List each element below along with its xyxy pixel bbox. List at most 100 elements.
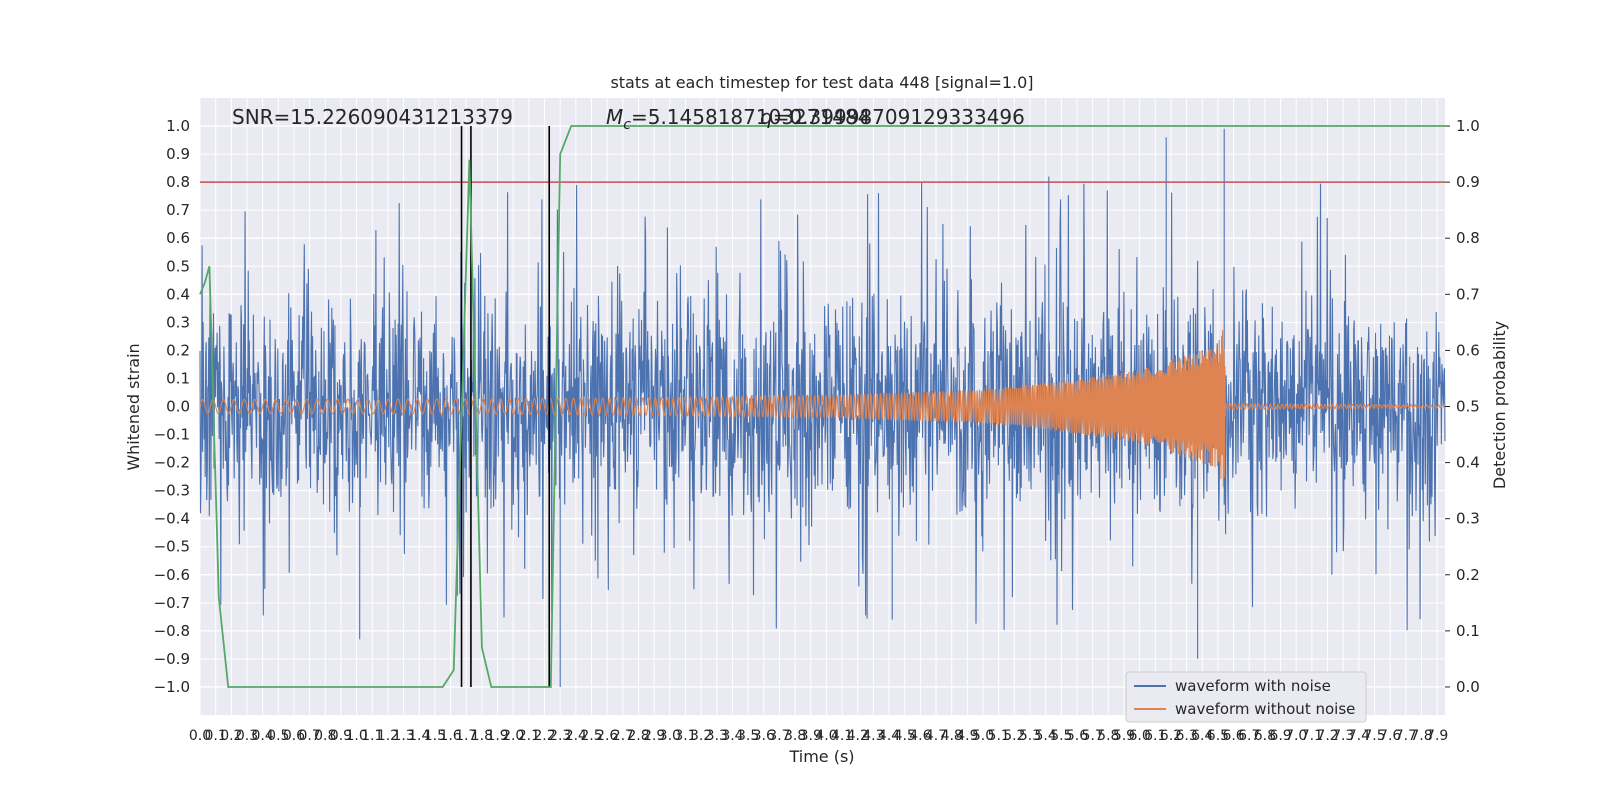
x-tick-label: 1.5 bbox=[424, 728, 446, 744]
x-tick-label: 3.4 bbox=[721, 728, 743, 744]
x-tick-label: 2.2 bbox=[533, 728, 555, 744]
x-tick-label: 3.2 bbox=[690, 728, 712, 744]
x-tick-label: 1.9 bbox=[486, 728, 508, 744]
left-y-ticks: 1.0 0.9 0.8 0.7 0.6 0.5 0.4 0.3 0.2 0.1 0.0 −0.1 −0.… bbox=[154, 117, 190, 696]
snr-annotation: SNR=15.226090431213379 bbox=[232, 105, 513, 129]
x-tick-label: 3.8 bbox=[784, 728, 806, 744]
x-tick-label: 0.2 bbox=[220, 728, 242, 744]
detection-probability-line bbox=[199, 125, 1445, 688]
mc-subscript: c bbox=[623, 117, 631, 133]
legend-box bbox=[1125, 671, 1367, 723]
x-tick-label: 0.1 bbox=[205, 728, 227, 744]
x-tick-label: 0.4 bbox=[252, 728, 274, 744]
q-value: =0.39998709129333496 bbox=[773, 105, 1025, 129]
y-tick-label: 0.8 bbox=[166, 173, 190, 191]
waveform-without-noise-series bbox=[199, 330, 1446, 488]
x-axis-label: Time (s) bbox=[788, 747, 854, 766]
y-tick-label: 0.6 bbox=[166, 229, 190, 247]
x-tick-label: 5.7 bbox=[1082, 728, 1104, 744]
y-tick-label: −1.0 bbox=[154, 678, 190, 696]
x-tick-label: 3.1 bbox=[674, 728, 696, 744]
y2-tick-label: 1.0 bbox=[1456, 117, 1480, 135]
x-tick-label: 6.0 bbox=[1128, 728, 1150, 744]
y-tick-label: −0.6 bbox=[154, 566, 190, 584]
x-tick-label: 2.8 bbox=[627, 728, 649, 744]
mc-value: =5.1458187103271484 bbox=[631, 105, 870, 129]
y-tick-label: −0.8 bbox=[154, 622, 190, 640]
x-tick-label: 1.3 bbox=[392, 728, 414, 744]
x-tick-label: 7.9 bbox=[1426, 728, 1448, 744]
x-tick-label: 4.2 bbox=[847, 728, 869, 744]
y-axis-label: Whitened strain bbox=[124, 343, 143, 470]
x-tick-label: 3.0 bbox=[659, 728, 681, 744]
x-tick-label: 5.0 bbox=[972, 728, 994, 744]
x-tick-label: 6.9 bbox=[1269, 728, 1291, 744]
y2-tick-label: 0.8 bbox=[1456, 229, 1480, 247]
x-tick-label: 2.1 bbox=[518, 728, 540, 744]
mc-symbol: M bbox=[606, 105, 623, 129]
x-tick-label: 4.7 bbox=[925, 728, 947, 744]
x-tick-label: 3.5 bbox=[737, 728, 759, 744]
chart-title: stats at each timestep for test data 448… bbox=[610, 73, 1033, 92]
y-tick-label: −0.4 bbox=[154, 510, 190, 528]
x-tick-label: 5.8 bbox=[1097, 728, 1119, 744]
x-tick-label: 5.6 bbox=[1066, 728, 1088, 744]
y2-tick-label: 0.5 bbox=[1456, 398, 1480, 416]
x-tick-label: 7.8 bbox=[1410, 728, 1432, 744]
y2-tick-label: 0.0 bbox=[1456, 678, 1480, 696]
x-tick-label: 0.8 bbox=[314, 728, 336, 744]
y-tick-label: 0.9 bbox=[166, 145, 190, 163]
x-tick-label: 4.0 bbox=[815, 728, 837, 744]
x-tick-label: 2.5 bbox=[580, 728, 602, 744]
x-tick-label: 2.7 bbox=[612, 728, 634, 744]
x-tick-label: 7.5 bbox=[1363, 728, 1385, 744]
x-tick-label: 2.3 bbox=[549, 728, 571, 744]
x-tick-label: 7.6 bbox=[1379, 728, 1401, 744]
x-tick-label: 0.3 bbox=[236, 728, 258, 744]
mc-annotation: Mc=5.1458187103271484 bbox=[606, 105, 870, 133]
y-tick-label: −0.9 bbox=[154, 650, 190, 668]
x-tick-label: 4.8 bbox=[941, 728, 963, 744]
y-tick-label: 0.3 bbox=[166, 313, 190, 331]
legend-label-clean: waveform without noise bbox=[1175, 700, 1355, 718]
x-tick-label: 7.7 bbox=[1395, 728, 1417, 744]
legend: waveform with noise waveform without noi… bbox=[1125, 671, 1367, 723]
x-tick-label: 2.9 bbox=[643, 728, 665, 744]
x-tick-label: 7.3 bbox=[1332, 728, 1354, 744]
x-tick-label: 4.1 bbox=[831, 728, 853, 744]
x-tick-label: 3.6 bbox=[753, 728, 775, 744]
x-tick-label: 6.7 bbox=[1238, 728, 1260, 744]
y-tick-label: 0.0 bbox=[166, 398, 190, 416]
x-tick-label: 5.2 bbox=[1003, 728, 1025, 744]
y-tick-label: −0.3 bbox=[154, 482, 190, 500]
y-tick-label: 0.4 bbox=[166, 285, 190, 303]
x-tick-label: 4.6 bbox=[909, 728, 931, 744]
x-tick-label: 6.1 bbox=[1144, 728, 1166, 744]
y2-tick-label: 0.4 bbox=[1456, 454, 1480, 472]
x-tick-label: 6.3 bbox=[1175, 728, 1197, 744]
x-tick-label: 5.1 bbox=[988, 728, 1010, 744]
x-tick-label: 3.3 bbox=[706, 728, 728, 744]
x-tick-label: 1.2 bbox=[377, 728, 399, 744]
x-tick-label: 5.5 bbox=[1050, 728, 1072, 744]
y-tick-label: −0.2 bbox=[154, 454, 190, 472]
x-tick-label: 2.6 bbox=[596, 728, 618, 744]
x-tick-label: 7.0 bbox=[1285, 728, 1307, 744]
y-tick-label: −0.5 bbox=[154, 538, 190, 556]
waveform-without-noise-line bbox=[199, 330, 1446, 488]
x-tick-label: 6.5 bbox=[1207, 728, 1229, 744]
x-tick-label: 4.3 bbox=[862, 728, 884, 744]
y-tick-label: 0.1 bbox=[166, 369, 190, 387]
y2-tick-label: 0.9 bbox=[1456, 173, 1480, 191]
y2-axis-label: Detection probability bbox=[1490, 321, 1509, 489]
y2-tick-label: 0.2 bbox=[1456, 566, 1480, 584]
q-annotation: q=0.39998709129333496 bbox=[760, 105, 1025, 129]
x-tick-label: 0.5 bbox=[267, 728, 289, 744]
x-ticks: 0.00.10.20.30.40.50.60.70.80.91.01.11.21… bbox=[189, 728, 1448, 744]
x-tick-label: 4.5 bbox=[894, 728, 916, 744]
x-tick-label: 1.6 bbox=[439, 728, 461, 744]
x-tick-label: 2.0 bbox=[502, 728, 524, 744]
right-y-ticks: 0.0 0.1 0.2 0.3 0.4 0.5 0.6 0.7 0.8 0.9 1.0 bbox=[1445, 117, 1480, 696]
x-tick-label: 7.1 bbox=[1301, 728, 1323, 744]
